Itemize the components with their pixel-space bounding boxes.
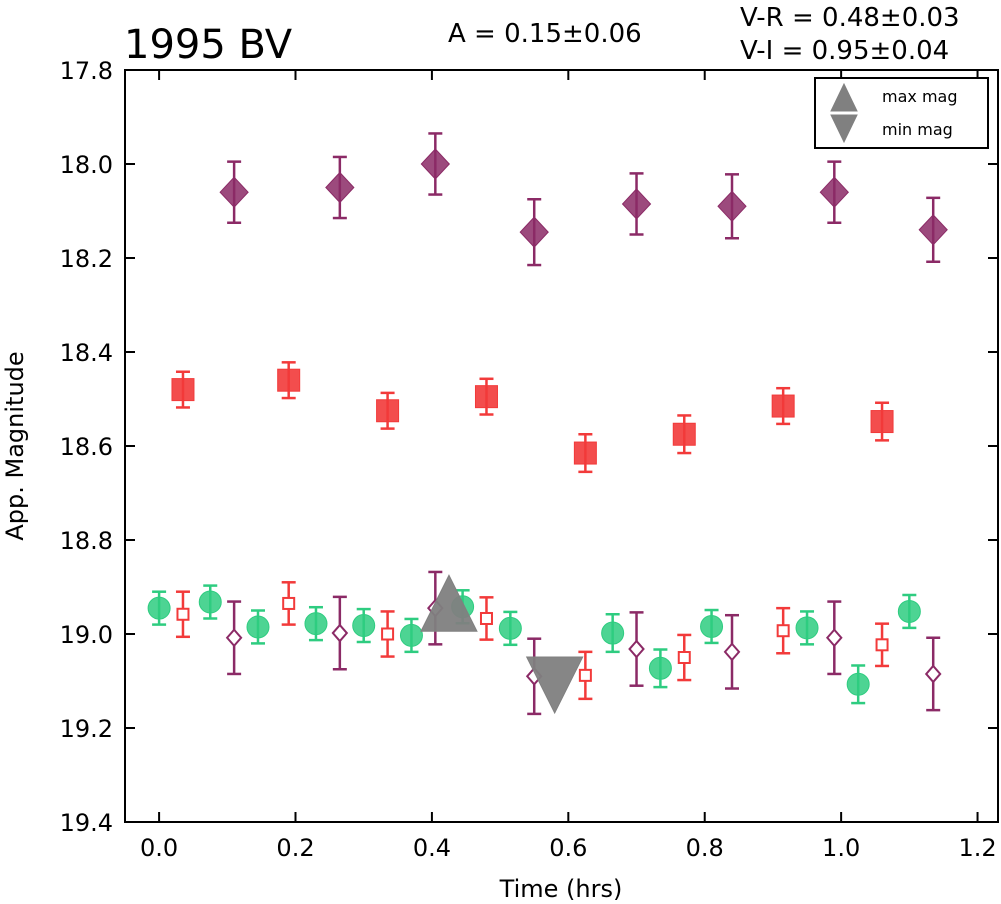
data-point-circle-filled [601, 621, 625, 645]
data-point-circle-filled [246, 615, 270, 639]
series-triangle-down [525, 656, 584, 715]
data-point-circle-filled [352, 614, 376, 638]
x-tick-label: 0.4 [413, 834, 451, 862]
data-point-square-filled [870, 410, 894, 434]
x-tick-label: 0.6 [549, 834, 587, 862]
data-point-circle-filled [648, 656, 672, 680]
series-square-filled [171, 361, 894, 474]
data-point-diamond-open [825, 628, 843, 648]
min-mag-marker [525, 656, 584, 715]
series-square-open [175, 581, 890, 701]
data-point-circle-filled [846, 672, 870, 696]
plot-frame [124, 69, 999, 823]
data-point-diamond-open [723, 642, 741, 662]
y-tick-label: 17.8 [60, 57, 113, 85]
data-point-diamond-filled [717, 190, 747, 223]
max-mag-marker [420, 574, 478, 632]
x-tick-label: 1.0 [822, 834, 860, 862]
data-point-circle-filled [700, 614, 724, 638]
data-point-diamond-filled [420, 148, 451, 180]
amplitude-annotation: A = 0.15±0.06 [448, 19, 642, 49]
data-point-square-open [875, 638, 889, 652]
data-point-diamond-filled [621, 188, 652, 220]
legend-max-mag-label: max mag [882, 87, 958, 106]
y-tick-label: 19.2 [60, 715, 113, 743]
y-tick-label: 18.4 [60, 339, 113, 367]
y-tick-label: 18.8 [60, 527, 113, 555]
data-point-square-open [479, 611, 493, 625]
data-point-square-open [578, 668, 592, 682]
x-tick-label: 0.2 [276, 834, 314, 862]
series-triangle-up [420, 574, 478, 632]
data-point-square-open [776, 624, 790, 638]
axis-ticks: 0.0 0.2 0.4 0.6 0.8 1.0 1.2 17.8 18.0 18.2 18.4 18.… [60, 57, 998, 862]
data-point-circle-filled [795, 616, 819, 640]
data-point-square-open [677, 651, 691, 664]
data-point-square-filled [277, 368, 301, 392]
data-point-circle-filled [498, 616, 522, 640]
data-point-square-open [381, 627, 395, 641]
y-axis-label: App. Magnitude [1, 351, 29, 540]
data-point-diamond-open [225, 628, 243, 648]
data-point-diamond-filled [325, 171, 355, 204]
plot-area [147, 132, 948, 716]
data-point-square-filled [376, 399, 400, 423]
y-tick-label: 18.6 [60, 433, 113, 461]
x-axis-label: Time (hrs) [499, 875, 623, 903]
data-point-circle-filled [147, 596, 171, 620]
data-point-circle-filled [198, 590, 222, 614]
chart-title: 1995 BV [124, 22, 293, 68]
series-diamond-open [225, 570, 942, 716]
data-point-circle-filled [304, 612, 328, 636]
data-point-square-filled [672, 422, 696, 446]
data-point-diamond-open [331, 623, 349, 643]
legend-min-mag-label: min mag [882, 120, 953, 139]
x-tick-label: 1.2 [958, 834, 996, 862]
legend-min-mag-marker [830, 114, 858, 144]
data-point-square-filled [474, 385, 498, 409]
data-point-square-filled [771, 394, 795, 418]
y-tick-label: 18.0 [60, 151, 113, 179]
x-tick-label: 0.0 [140, 834, 178, 862]
data-point-square-open [176, 607, 190, 621]
data-point-square-filled [573, 441, 597, 465]
y-tick-label: 18.2 [60, 245, 113, 273]
series-diamond-filled [219, 132, 948, 267]
data-point-diamond-open [628, 639, 645, 659]
data-point-circle-filled [399, 623, 423, 647]
y-tick-label: 19.0 [60, 621, 113, 649]
data-point-diamond-filled [918, 214, 948, 246]
legend: max mag min mag [814, 77, 989, 149]
v-i-annotation: V-I = 0.95±0.04 [740, 36, 949, 66]
data-point-diamond-filled [519, 216, 549, 248]
y-tick-label: 19.4 [60, 809, 113, 837]
data-point-square-filled [171, 378, 195, 402]
data-point-diamond-filled [219, 176, 249, 208]
x-tick-label: 0.8 [686, 834, 724, 862]
legend-max-mag-marker [830, 82, 858, 112]
data-point-diamond-open [924, 664, 942, 684]
data-point-circle-filled [897, 599, 921, 623]
v-r-annotation: V-R = 0.48±0.03 [740, 3, 960, 33]
data-point-square-open [282, 596, 296, 610]
data-point-diamond-filled [819, 176, 849, 208]
